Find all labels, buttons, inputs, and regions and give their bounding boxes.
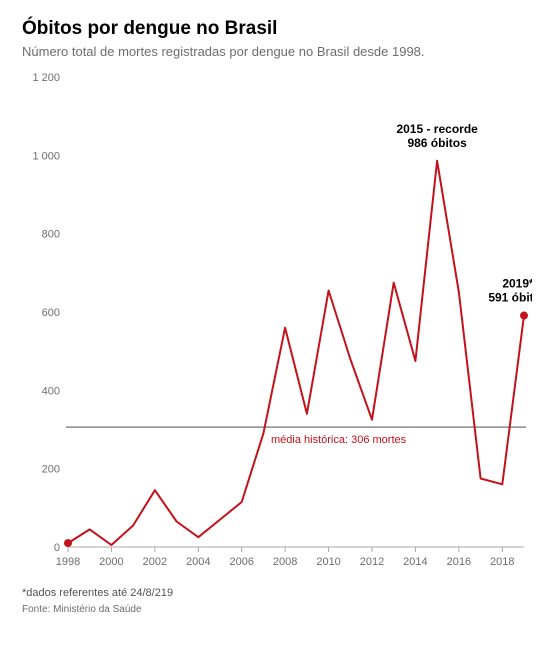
footnote-text: *dados referentes até 24/8/219 bbox=[22, 587, 173, 599]
y-tick-label: 400 bbox=[42, 385, 60, 397]
source-text: Fonte: Ministério da Saúde bbox=[22, 602, 532, 617]
x-tick-label: 1998 bbox=[56, 556, 80, 568]
chart-area: 0 200 400 600 800 1 000 1 200 1998 2000 2002 2004 2… bbox=[22, 67, 532, 577]
line-chart-svg: 0 200 400 600 800 1 000 1 200 1998 2000 2002 2004 2… bbox=[22, 67, 532, 577]
chart-title: Óbitos por dengue no Brasil bbox=[22, 18, 532, 40]
x-tick-label: 2018 bbox=[490, 556, 514, 568]
x-tick-label: 2000 bbox=[99, 556, 123, 568]
x-tick-label: 2012 bbox=[360, 556, 384, 568]
chart-subtitle: Número total de mortes registradas por d… bbox=[22, 44, 532, 59]
data-line bbox=[68, 161, 524, 545]
x-tick-label: 2004 bbox=[186, 556, 210, 568]
chart-card: Óbitos por dengue no Brasil Número total… bbox=[0, 0, 554, 652]
x-tick-label: 2008 bbox=[273, 556, 297, 568]
x-tick-label: 2016 bbox=[447, 556, 471, 568]
callout-line2: 986 óbitos bbox=[407, 136, 467, 150]
y-tick-label: 1 000 bbox=[32, 150, 60, 162]
chart-footnote: *dados referentes até 24/8/219 Fonte: Mi… bbox=[22, 585, 532, 617]
x-tick-label: 2010 bbox=[316, 556, 340, 568]
data-marker bbox=[520, 312, 528, 320]
data-marker bbox=[64, 539, 72, 547]
callout-line2: 591 óbitos bbox=[488, 291, 532, 305]
avg-line-label: média histórica: 306 mortes bbox=[271, 434, 407, 446]
x-tick-label: 2014 bbox=[403, 556, 427, 568]
y-tick-label: 800 bbox=[42, 229, 60, 241]
x-tick-label: 2006 bbox=[229, 556, 253, 568]
callout-line1: 2015 - recorde bbox=[396, 122, 478, 136]
y-tick-label: 0 bbox=[54, 542, 60, 554]
x-tick-label: 2002 bbox=[143, 556, 167, 568]
callout-line1: 2019* bbox=[502, 277, 532, 291]
y-tick-label: 200 bbox=[42, 464, 60, 476]
y-tick-label: 600 bbox=[42, 307, 60, 319]
y-tick-label: 1 200 bbox=[32, 72, 60, 84]
